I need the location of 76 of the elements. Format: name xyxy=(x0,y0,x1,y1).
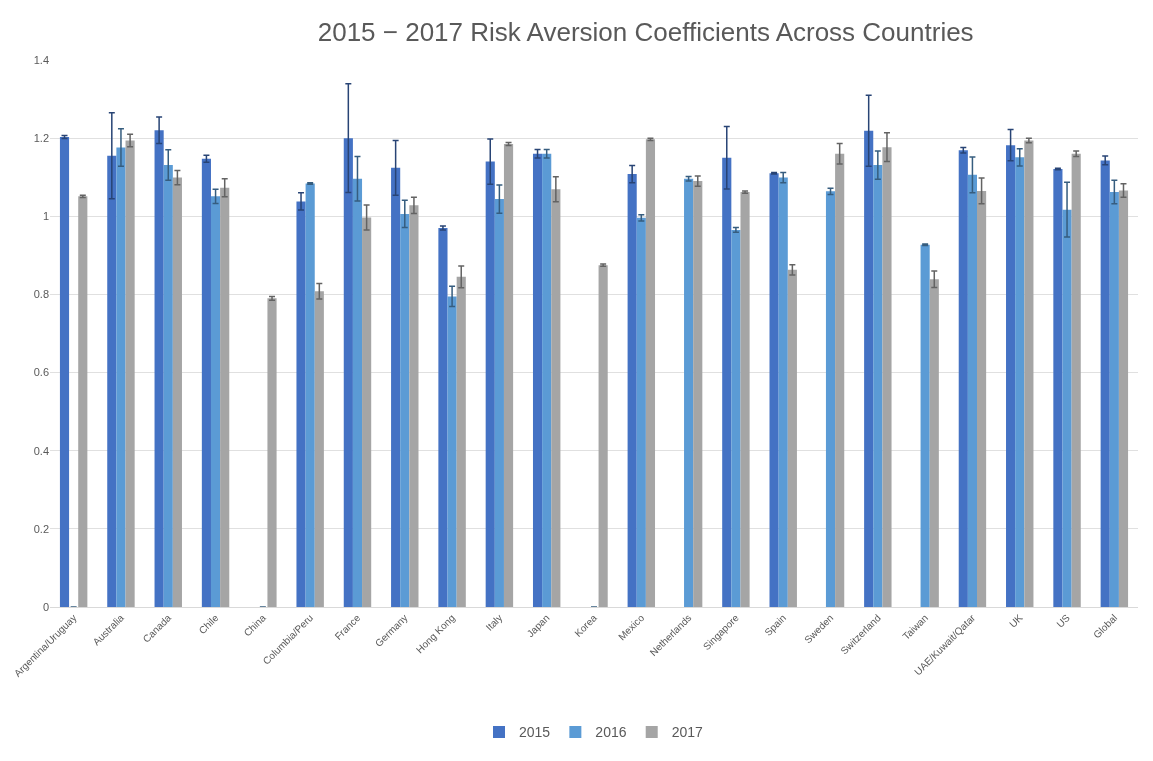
bar xyxy=(977,190,987,607)
bar xyxy=(731,229,741,607)
bar xyxy=(958,150,968,607)
bar xyxy=(551,189,561,607)
bar xyxy=(684,178,694,607)
bar xyxy=(825,191,836,607)
chart-title: 2015 − 2017 Risk Aversion Coefficients Across Countries xyxy=(317,17,974,48)
y-tick-label: 0.2 xyxy=(33,522,49,535)
bar xyxy=(314,291,324,607)
bar xyxy=(967,174,978,607)
bar xyxy=(532,153,543,607)
bar xyxy=(154,130,164,607)
bar xyxy=(305,183,315,607)
bar xyxy=(636,217,646,607)
bar xyxy=(409,205,419,607)
y-tick-label: 1.2 xyxy=(33,131,49,144)
bar xyxy=(59,136,70,607)
bar xyxy=(627,174,637,607)
x-tick-label: Italy xyxy=(483,612,505,633)
bar xyxy=(787,269,797,607)
bar xyxy=(78,196,88,607)
legend-label: 2017 xyxy=(671,724,704,741)
bar xyxy=(740,192,750,607)
y-tick-label: 0 xyxy=(42,600,49,613)
bar xyxy=(201,158,211,607)
bar xyxy=(1015,157,1025,607)
bar xyxy=(882,147,892,607)
bar xyxy=(864,130,874,607)
bar xyxy=(835,153,845,607)
bar xyxy=(645,139,656,607)
bar xyxy=(391,167,401,607)
bar xyxy=(220,187,230,607)
bar xyxy=(296,201,306,607)
bar xyxy=(722,157,732,607)
bar xyxy=(1109,192,1119,607)
bar xyxy=(693,181,703,607)
bar xyxy=(1006,145,1016,607)
y-tick-label: 1 xyxy=(42,210,49,223)
y-tick-label: 0.4 xyxy=(33,444,49,457)
bar xyxy=(456,276,466,607)
x-tick-label: US xyxy=(1054,611,1073,630)
bar xyxy=(163,165,173,607)
bar xyxy=(769,173,779,607)
bar xyxy=(1071,153,1081,607)
bar xyxy=(1062,209,1072,607)
bar xyxy=(267,298,277,607)
legend-label: 2015 xyxy=(519,724,551,741)
bar xyxy=(107,155,117,607)
bar xyxy=(116,147,126,607)
y-tick-label: 0.6 xyxy=(33,366,49,379)
bar xyxy=(210,196,221,607)
bar xyxy=(1024,140,1034,607)
bar xyxy=(362,217,372,607)
bar xyxy=(172,177,182,607)
bar xyxy=(352,178,363,607)
bar xyxy=(125,140,135,607)
bar xyxy=(485,161,495,607)
bar xyxy=(1100,160,1110,607)
bar xyxy=(494,199,504,607)
bar xyxy=(778,177,788,607)
bar xyxy=(1118,190,1129,607)
x-tick-label: UK xyxy=(1007,611,1025,630)
bar xyxy=(447,296,457,607)
bar xyxy=(1053,169,1063,607)
legend-label: 2016 xyxy=(595,724,627,741)
bar xyxy=(438,228,448,607)
y-tick-label: 0.8 xyxy=(33,288,49,301)
bar xyxy=(542,153,552,607)
bar xyxy=(343,138,353,607)
bar xyxy=(400,213,410,607)
bar xyxy=(920,244,930,607)
bar xyxy=(503,144,514,607)
bar xyxy=(929,279,939,607)
bar xyxy=(873,165,883,607)
bar xyxy=(598,265,608,607)
y-tick-label: 1.4 xyxy=(33,53,49,66)
